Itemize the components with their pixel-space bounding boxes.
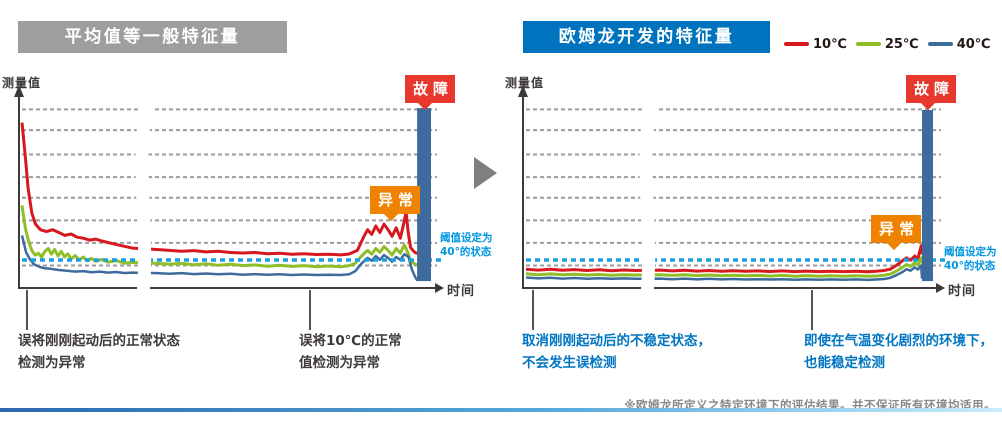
bottom-divider-bar [0, 408, 1002, 412]
legend-label: 25℃ [884, 36, 919, 52]
abnormal-badge: 异常 [871, 215, 922, 251]
right-chart-title: 欧姆龙开发的特征量 [523, 21, 770, 53]
left-chart-title: 平均值等一般特征量 [18, 21, 287, 53]
right-y-axis-label: 测量值 [505, 76, 545, 90]
threshold-note-line2: 40°的状态 [944, 260, 996, 272]
left-annotation-startup: 误将刚刚起动后的正常状态 检测为异常 [18, 330, 180, 374]
annotation-line: 取消刚刚起动后的不稳定状态， [522, 333, 711, 349]
threshold-note-line2: 40°的状态 [440, 246, 492, 258]
fault-badge-label: 故障 [914, 80, 955, 98]
legend: 10℃ 25℃ 40℃ [784, 35, 991, 53]
fault-badge: 故障 [906, 75, 957, 111]
annotation-line: 检测为异常 [18, 355, 86, 371]
annotation-line: 不会发生误检测 [522, 355, 617, 371]
legend-label: 10℃ [813, 36, 847, 52]
right-annotation-startup: 取消刚刚起动后的不稳定状态， 不会发生误检测 [522, 330, 711, 374]
annotation-line: 也能稳定检测 [804, 355, 885, 371]
annotation-line: 即使在气温变化剧烈的环境下， [804, 333, 993, 349]
left-y-axis-label: 测量值 [2, 76, 42, 90]
legend-swatch-icon [784, 42, 809, 46]
threshold-note-line1: 阈值设定为 [944, 246, 997, 258]
legend-item: 10℃ [784, 37, 847, 52]
legend-swatch-icon [927, 42, 953, 46]
right-x-axis-label: 时间 [948, 284, 977, 299]
annotation-leader-line [309, 290, 311, 330]
legend-item: 40℃ [927, 36, 991, 52]
annotation-line: 值检测为异常 [299, 355, 380, 371]
next-arrow-icon [474, 157, 497, 189]
annotation-line: 误将10℃的正常 [299, 333, 402, 349]
left-annotation-temperature: 误将10℃的正常 值检测为异常 [299, 330, 402, 374]
annotation-line: 误将刚刚起动后的正常状态 [18, 333, 180, 349]
fault-badge-label: 故障 [413, 80, 454, 98]
legend-item: 25℃ [855, 36, 919, 52]
abnormal-badge-label: 异常 [879, 220, 920, 238]
legend-swatch-icon [855, 42, 881, 46]
left-x-axis-label: 时间 [447, 284, 476, 299]
threshold-note: 阈值设定为 40°的状态 [440, 231, 493, 259]
fault-badge: 故障 [405, 75, 456, 111]
legend-label: 40℃ [956, 36, 991, 52]
abnormal-badge-label: 异常 [378, 191, 419, 209]
right-annotation-temperature: 即使在气温变化剧烈的环境下， 也能稳定检测 [804, 330, 993, 374]
threshold-note-line1: 阈值设定为 [440, 232, 493, 244]
annotation-leader-line [811, 290, 813, 330]
annotation-leader-line [532, 290, 534, 330]
abnormal-badge: 异常 [370, 186, 421, 222]
threshold-note: 阈值设定为 40°的状态 [944, 245, 997, 273]
annotation-leader-line [26, 290, 28, 330]
